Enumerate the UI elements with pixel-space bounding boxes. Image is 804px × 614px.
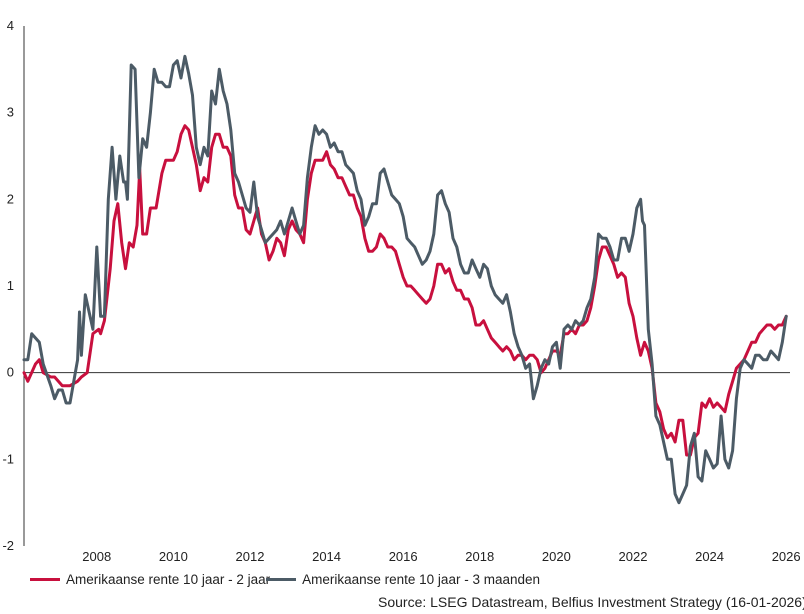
legend-item-10y-3m: Amerikaanse rente 10 jaar - 3 maanden xyxy=(266,572,540,587)
x-tick-label: 2020 xyxy=(542,549,571,564)
y-tick-label: -2 xyxy=(2,538,14,553)
legend-swatch-10y-2y xyxy=(30,578,60,581)
x-tick-label: 2008 xyxy=(82,549,111,564)
chart-legend: Amerikaanse rente 10 jaar - 2 jaar Ameri… xyxy=(30,572,540,587)
y-tick-label: 4 xyxy=(7,18,14,33)
legend-label-10y-2y: Amerikaanse rente 10 jaar - 2 jaar xyxy=(66,572,271,587)
x-tick-label: 2026 xyxy=(772,549,801,564)
x-tick-label: 2012 xyxy=(236,549,265,564)
series-line-10y-3m xyxy=(22,54,788,505)
y-tick-label: -1 xyxy=(2,451,14,466)
line-chart: -2 -1 0 1 2 3 4 2008 2010 2012 2014 2016 2018 2020 202… xyxy=(2,18,800,564)
chart-series xyxy=(22,54,788,505)
legend-label-10y-3m: Amerikaanse rente 10 jaar - 3 maanden xyxy=(302,572,540,587)
y-tick-label: 0 xyxy=(7,365,14,380)
legend-swatch-10y-3m xyxy=(266,578,297,581)
x-tick-label: 2018 xyxy=(465,549,494,564)
y-tick-label: 3 xyxy=(7,105,14,120)
x-tick-label: 2014 xyxy=(312,549,341,564)
chart-tick-labels: -2 -1 0 1 2 3 4 2008 2010 2012 2014 2016 2018 2020 202… xyxy=(2,18,800,564)
legend-item-10y-2y: Amerikaanse rente 10 jaar - 2 jaar xyxy=(30,572,270,587)
source-note: Source: LSEG Datastream, Belfius Investm… xyxy=(378,594,804,610)
x-tick-label: 2022 xyxy=(619,549,648,564)
y-tick-label: 2 xyxy=(7,191,14,206)
x-tick-label: 2010 xyxy=(159,549,188,564)
series-line-10y-2y xyxy=(22,124,788,457)
x-tick-label: 2016 xyxy=(389,549,418,564)
x-tick-label: 2024 xyxy=(695,549,724,564)
y-tick-label: 1 xyxy=(7,278,14,293)
chart-axes xyxy=(23,26,790,546)
